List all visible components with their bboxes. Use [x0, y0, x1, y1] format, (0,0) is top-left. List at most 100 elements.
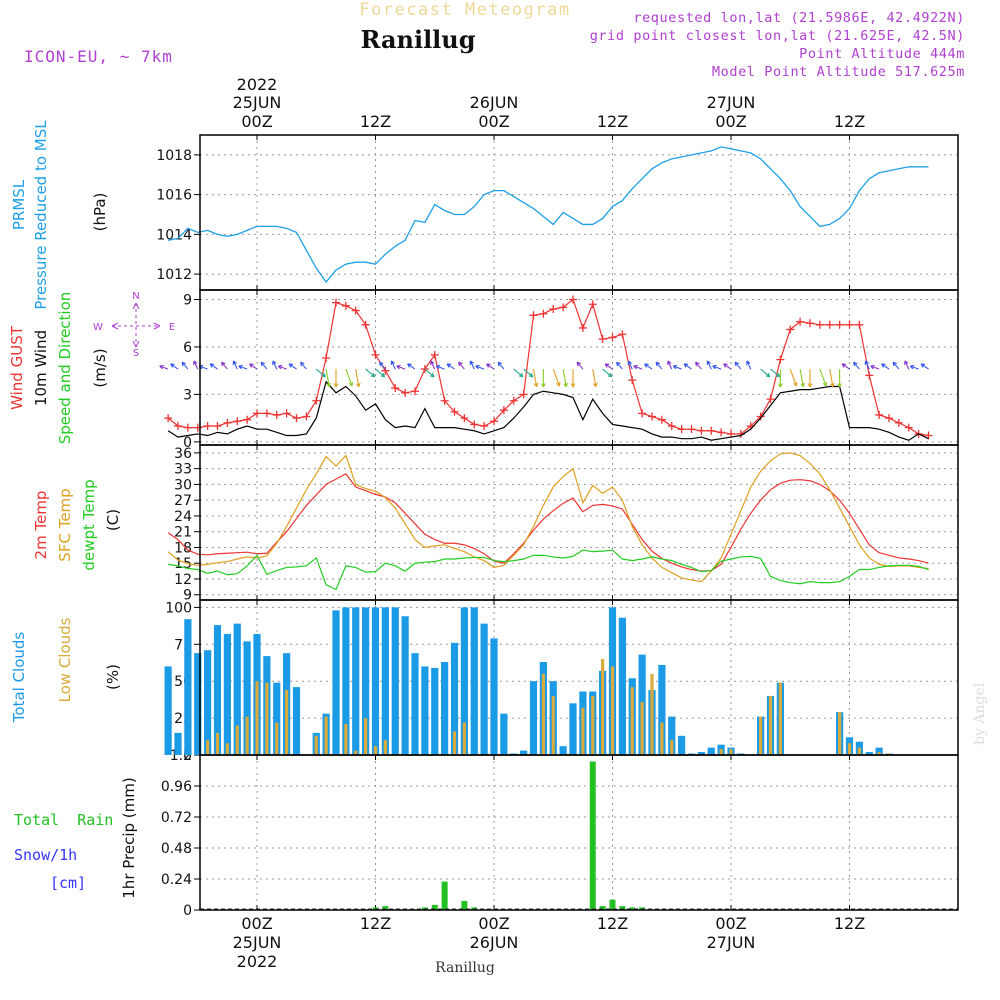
wind-direction-arrow [486, 363, 495, 370]
rain-bar [461, 900, 468, 910]
wind-dir-label: Speed and Direction [56, 292, 74, 445]
gust-marker [401, 388, 410, 397]
gust-marker [549, 304, 558, 313]
low-cloud-bar [265, 682, 269, 755]
low-cloud-bar [877, 752, 881, 755]
low-cloud-bar [215, 732, 220, 755]
wind-direction-arrow [853, 361, 860, 370]
top-axis-label: 12Z [834, 112, 865, 131]
gust-marker [786, 325, 795, 334]
wind-direction-arrow [746, 360, 752, 370]
panel-frame [199, 134, 959, 291]
low-cloud-bar [847, 743, 852, 755]
y-tick-label: 27 [174, 493, 192, 509]
pressure-label-prmsl: PRMSL [10, 179, 28, 230]
wind-direction-arrow [238, 364, 248, 370]
wind-direction-arrow [333, 369, 339, 388]
gust-marker [450, 407, 459, 416]
top-axis-label: 26JUN [470, 93, 519, 112]
y-tick-label: 21 [174, 525, 192, 541]
y-tick-label: 12 [174, 572, 192, 588]
wind-direction-arrow [221, 361, 228, 370]
temp-2m-line [167, 473, 929, 572]
requested-coords: requested lon,lat (21.5986E, 42.4922N) [633, 10, 965, 26]
gust-marker [351, 306, 360, 315]
rain-bar [589, 761, 596, 910]
low-cloud-bar [581, 707, 585, 755]
snow-unit-label: [cm] [50, 874, 86, 892]
wind-direction-arrow [159, 364, 169, 370]
wind-direction-arrow [837, 369, 842, 388]
low-clouds-label: Low Clouds [56, 617, 74, 702]
wind-direction-arrow [807, 369, 813, 388]
low-cloud-bar [719, 749, 723, 755]
gust-marker [302, 412, 311, 421]
top-axis-label: 00Z [715, 112, 746, 131]
low-cloud-bar [601, 659, 605, 755]
total-clouds-label: Total Clouds [10, 632, 28, 724]
gust-marker [638, 409, 647, 418]
wind-direction-arrow [513, 368, 524, 378]
gust-marker [766, 395, 775, 404]
rain-bar [441, 881, 448, 910]
gust-marker [618, 330, 627, 339]
wind-direction-arrow [909, 364, 919, 370]
gust-marker [677, 425, 686, 434]
wind-direction-arrow [667, 360, 673, 370]
wind-direction-arrow [904, 360, 910, 370]
gust-marker [855, 320, 864, 329]
rain-bar [599, 906, 606, 910]
gust-marker [894, 418, 903, 427]
total-cloud-bar [381, 607, 389, 755]
wind-unit: (m/s) [91, 348, 109, 387]
low-cloud-bar [285, 690, 289, 755]
low-cloud-bar [373, 746, 378, 755]
wind-direction-arrow [365, 368, 376, 378]
gust-marker [687, 425, 696, 434]
gust-marker [806, 319, 814, 328]
temp-unit: (C) [104, 509, 122, 531]
low-cloud-bar [364, 718, 368, 755]
low-cloud-bar [255, 681, 259, 755]
bottom-axis-label: 12Z [360, 914, 391, 933]
rain-bar [382, 906, 389, 910]
gust-marker [233, 417, 242, 426]
gust-marker [598, 335, 607, 344]
wind-direction-arrow [881, 363, 890, 370]
total-cloud-bar [164, 666, 172, 755]
wind-direction-arrow [712, 364, 722, 370]
rain-bar [629, 907, 636, 910]
y-tick-label: 18 [174, 540, 192, 556]
gust-marker [796, 317, 805, 326]
total-cloud-bar [569, 703, 577, 755]
y-tick-label: 24 [174, 509, 192, 525]
gust-marker [164, 414, 173, 423]
y-tick-label: 0 [183, 435, 192, 451]
total-cloud-bar [273, 682, 281, 755]
wind-direction-arrow [315, 368, 326, 378]
gust-marker [865, 371, 874, 380]
total-cloud-bar [233, 623, 241, 755]
wind-direction-arrow [706, 360, 712, 370]
gust-marker [519, 390, 528, 399]
wind-direction-arrow [570, 369, 576, 388]
wind-direction-arrow [552, 368, 561, 387]
panel-4: 00.240.480.720.961.2 [161, 748, 958, 919]
total-cloud-bar [194, 653, 202, 755]
compass-north: N [132, 291, 139, 302]
gust-marker [756, 412, 765, 421]
panel-0: 1012 1014 1016 1018 [156, 135, 958, 290]
total-cloud-bar [450, 642, 459, 755]
gust-marker [490, 417, 498, 426]
wind-direction-arrow [375, 368, 386, 378]
wind-direction-arrow [325, 368, 331, 388]
gust-marker [470, 420, 479, 429]
low-cloud-bar [838, 712, 842, 755]
model-altitude: Model Point Altitude 517.625m [712, 64, 965, 80]
snow-label: Snow/1h [14, 846, 77, 864]
low-cloud-bar [324, 716, 328, 755]
total-cloud-bar [697, 752, 705, 755]
low-cloud-bar [640, 701, 644, 755]
low-cloud-bar [670, 740, 674, 755]
gust-marker [648, 412, 656, 421]
